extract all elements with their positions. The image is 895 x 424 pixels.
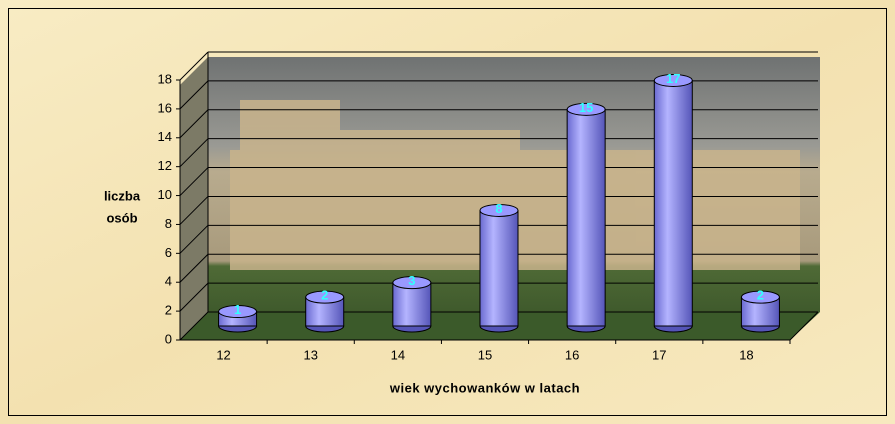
data-label: 8 [495, 201, 502, 216]
x-tick-label: 14 [391, 347, 405, 362]
y-tick-label: 18 [158, 71, 172, 86]
bar [654, 80, 692, 326]
data-label: 15 [579, 100, 593, 115]
data-label: 2 [321, 288, 328, 303]
x-axis-label: wiek wychowanków w latach [389, 380, 580, 395]
y-axis-label: liczba [104, 188, 141, 203]
bar [480, 210, 518, 326]
x-tick-label: 17 [652, 347, 666, 362]
x-tick-label: 15 [478, 347, 492, 362]
y-tick-label: 10 [158, 187, 172, 202]
y-tick-label: 6 [165, 245, 172, 260]
data-label: 2 [757, 288, 764, 303]
y-tick-label: 4 [165, 274, 172, 289]
x-tick-label: 13 [303, 347, 317, 362]
data-label: 17 [666, 71, 680, 86]
x-tick-label: 16 [565, 347, 579, 362]
y-tick-label: 2 [165, 303, 172, 318]
bar [567, 109, 605, 326]
y-tick-label: 16 [158, 100, 172, 115]
x-tick-label: 18 [739, 347, 753, 362]
y-axis-label: osób [106, 210, 137, 225]
y-tick-label: 12 [158, 158, 172, 173]
chart: 024681012141618liczbaosóbwiek wychowankó… [0, 0, 895, 424]
y-tick-label: 0 [165, 331, 172, 346]
x-tick-label: 12 [216, 347, 230, 362]
data-label: 3 [408, 273, 415, 288]
y-tick-label: 14 [158, 129, 172, 144]
data-label: 1 [234, 302, 241, 317]
y-tick-label: 8 [165, 216, 172, 231]
